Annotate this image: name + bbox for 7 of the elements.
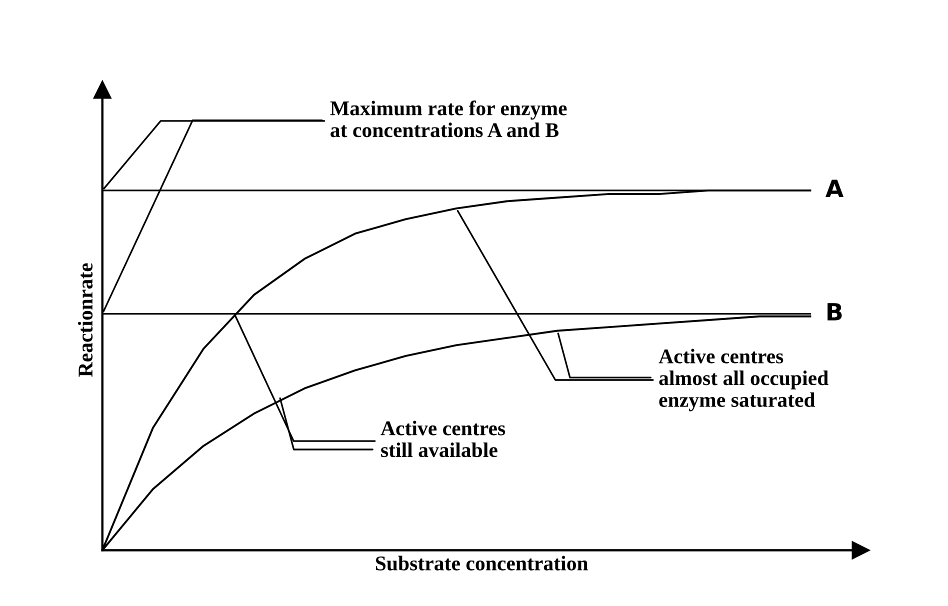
x-axis-title: Substrate concentration: [376, 556, 588, 571]
annotation: Active centres almost all occupied enzyme saturated: [658, 348, 828, 412]
annotation: Active centres still available: [380, 420, 506, 458]
ref-line-label: B: [828, 303, 842, 320]
text: Maximum rate for enzyme at concentrations A and B: [330, 100, 567, 138]
ref-line-label: A: [826, 180, 844, 197]
y-axis-title: Reactionrate: [78, 263, 93, 377]
